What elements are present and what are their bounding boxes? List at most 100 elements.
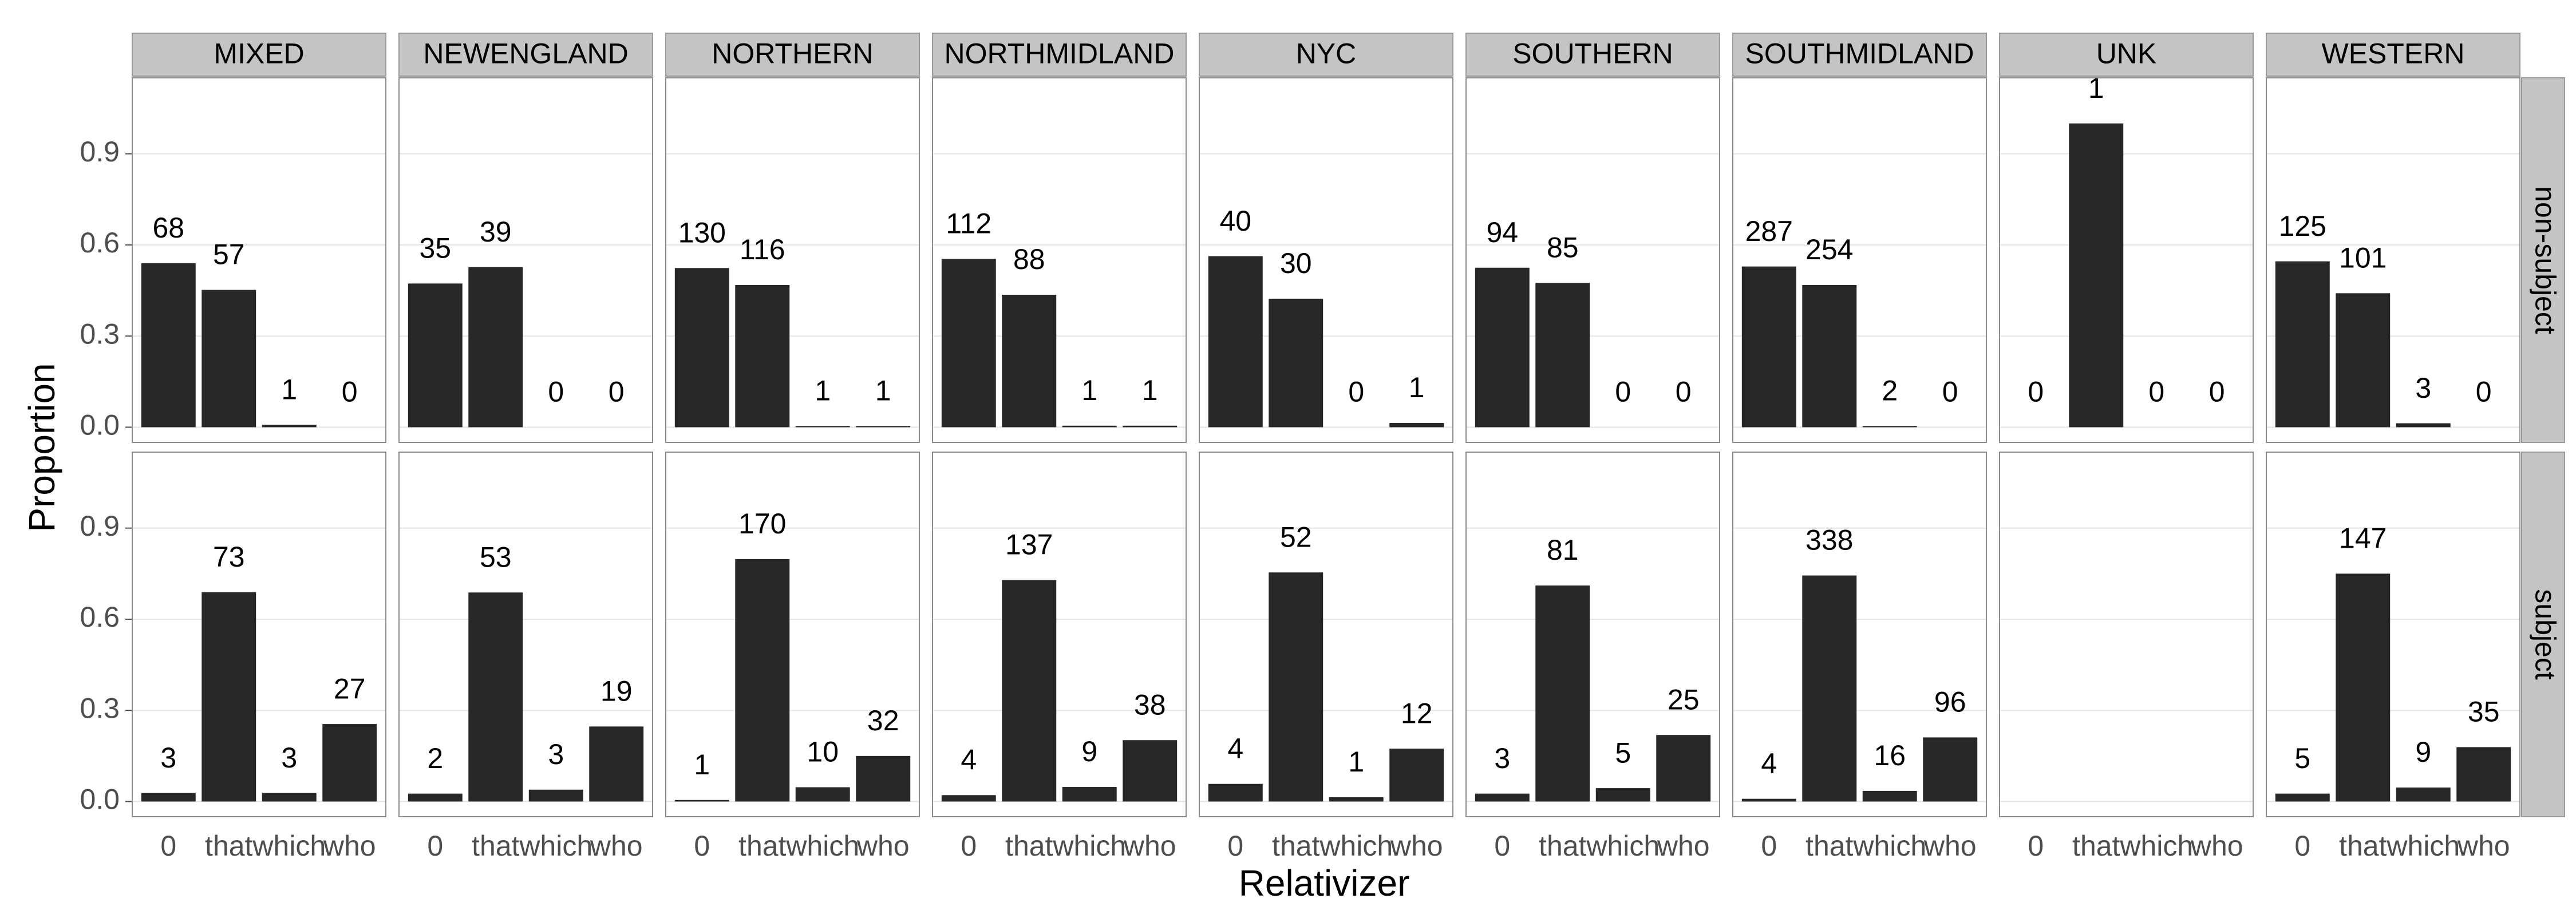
bar: [468, 592, 523, 802]
y-tick-label: 0.6: [80, 227, 120, 259]
count-label: 0: [2476, 376, 2492, 408]
count-label: 338: [1805, 524, 1853, 556]
count-label: 0: [342, 376, 358, 408]
bar: [2336, 573, 2391, 802]
panel-border: [1465, 452, 1720, 817]
bar: [2336, 293, 2391, 428]
x-tick-label: that: [738, 830, 787, 862]
x-tick-label: which: [1586, 830, 1660, 862]
count-label: 2: [427, 742, 443, 774]
count-label: 96: [1934, 686, 1966, 718]
count-label: 3: [548, 738, 564, 770]
bar: [1923, 737, 1978, 802]
bar: [1208, 256, 1263, 428]
panel-border: [2266, 77, 2520, 443]
count-label: 1: [2088, 72, 2104, 104]
bar: [856, 755, 911, 802]
y-axis-title: Proportion: [21, 363, 62, 532]
bar: [468, 267, 523, 428]
count-label: 0: [609, 376, 625, 408]
count-label: 287: [1745, 215, 1793, 247]
count-label: 35: [2468, 696, 2500, 728]
bar: [1062, 425, 1117, 428]
count-label: 9: [1081, 735, 1097, 767]
count-label: 16: [1874, 739, 1906, 771]
bar: [2275, 793, 2330, 802]
count-label: 94: [1486, 216, 1518, 248]
bar: [1123, 740, 1178, 802]
count-label: 2: [1882, 375, 1898, 407]
panel-border: [132, 77, 386, 443]
panel-border: [1999, 452, 2254, 817]
x-tick-label: who: [2457, 830, 2510, 862]
count-label: 30: [1280, 247, 1312, 279]
facet-strip: [2521, 452, 2565, 817]
count-label: 0: [2028, 376, 2044, 408]
count-label: 1: [694, 749, 710, 781]
x-tick-label: which: [1052, 830, 1126, 862]
count-label: 0: [1348, 376, 1364, 408]
bar: [735, 559, 790, 802]
count-label: 1: [1348, 746, 1364, 778]
x-tick-label: who: [1657, 830, 1710, 862]
count-label: 27: [334, 672, 366, 705]
facet-strip: [2266, 33, 2520, 77]
facet-strip: [1732, 33, 1987, 77]
x-tick-label: which: [2119, 830, 2193, 862]
count-label: 52: [1280, 521, 1312, 553]
count-label: 12: [1401, 697, 1433, 729]
count-label: 1: [1409, 371, 1425, 403]
x-tick-label: which: [2386, 830, 2460, 862]
x-tick-label: which: [519, 830, 592, 862]
bar: [1389, 749, 1444, 802]
count-label: 40: [1219, 205, 1251, 237]
bar: [528, 789, 583, 802]
count-label: 5: [1615, 737, 1631, 769]
count-label: 68: [152, 212, 184, 244]
count-label: 32: [867, 705, 899, 737]
bar: [941, 259, 996, 428]
facet-strip: [665, 33, 920, 77]
facet-strip: [1999, 33, 2254, 77]
bar: [1595, 788, 1650, 802]
x-tick-label: that: [1805, 830, 1854, 862]
x-tick-label: 0: [694, 830, 710, 862]
panel-background: [2000, 78, 2253, 442]
bar: [202, 592, 256, 802]
count-label: 147: [2339, 523, 2387, 555]
x-tick-label: 0: [2028, 830, 2044, 862]
count-label: 0: [1615, 376, 1631, 408]
count-label: 254: [1805, 234, 1853, 266]
bar: [1208, 784, 1263, 802]
panel-border: [665, 452, 920, 817]
facet-label: MIXED: [214, 38, 304, 70]
count-label: 3: [160, 742, 176, 774]
panel-border: [665, 77, 920, 443]
bar: [1002, 295, 1057, 428]
bar: [1802, 285, 1857, 428]
facet-label: NYC: [1296, 38, 1357, 70]
bar: [2396, 788, 2451, 802]
y-tick-label: 0.3: [80, 318, 120, 350]
y-tick-label: 0.9: [80, 136, 120, 168]
count-label: 101: [2339, 242, 2387, 274]
count-label: 10: [807, 736, 839, 768]
y-tick-label: 0.6: [80, 601, 120, 633]
facet-label: WESTERN: [2322, 38, 2465, 70]
facet-label: NORTHMIDLAND: [945, 38, 1175, 70]
facet-strip: [1199, 33, 1453, 77]
count-label: 1: [875, 375, 891, 407]
panel-border: [1199, 77, 1453, 443]
x-tick-label: 0: [1494, 830, 1510, 862]
count-label: 3: [281, 742, 297, 774]
bar: [941, 795, 996, 802]
x-tick-label: who: [1123, 830, 1176, 862]
bar: [1535, 283, 1590, 428]
facet-label: SOUTHERN: [1512, 38, 1673, 70]
x-tick-label: who: [2190, 830, 2243, 862]
count-label: 3: [1494, 742, 1510, 774]
count-label: 53: [480, 541, 512, 573]
x-tick-label: that: [2339, 830, 2387, 862]
bar: [1269, 572, 1323, 802]
count-label: 125: [2279, 210, 2326, 242]
